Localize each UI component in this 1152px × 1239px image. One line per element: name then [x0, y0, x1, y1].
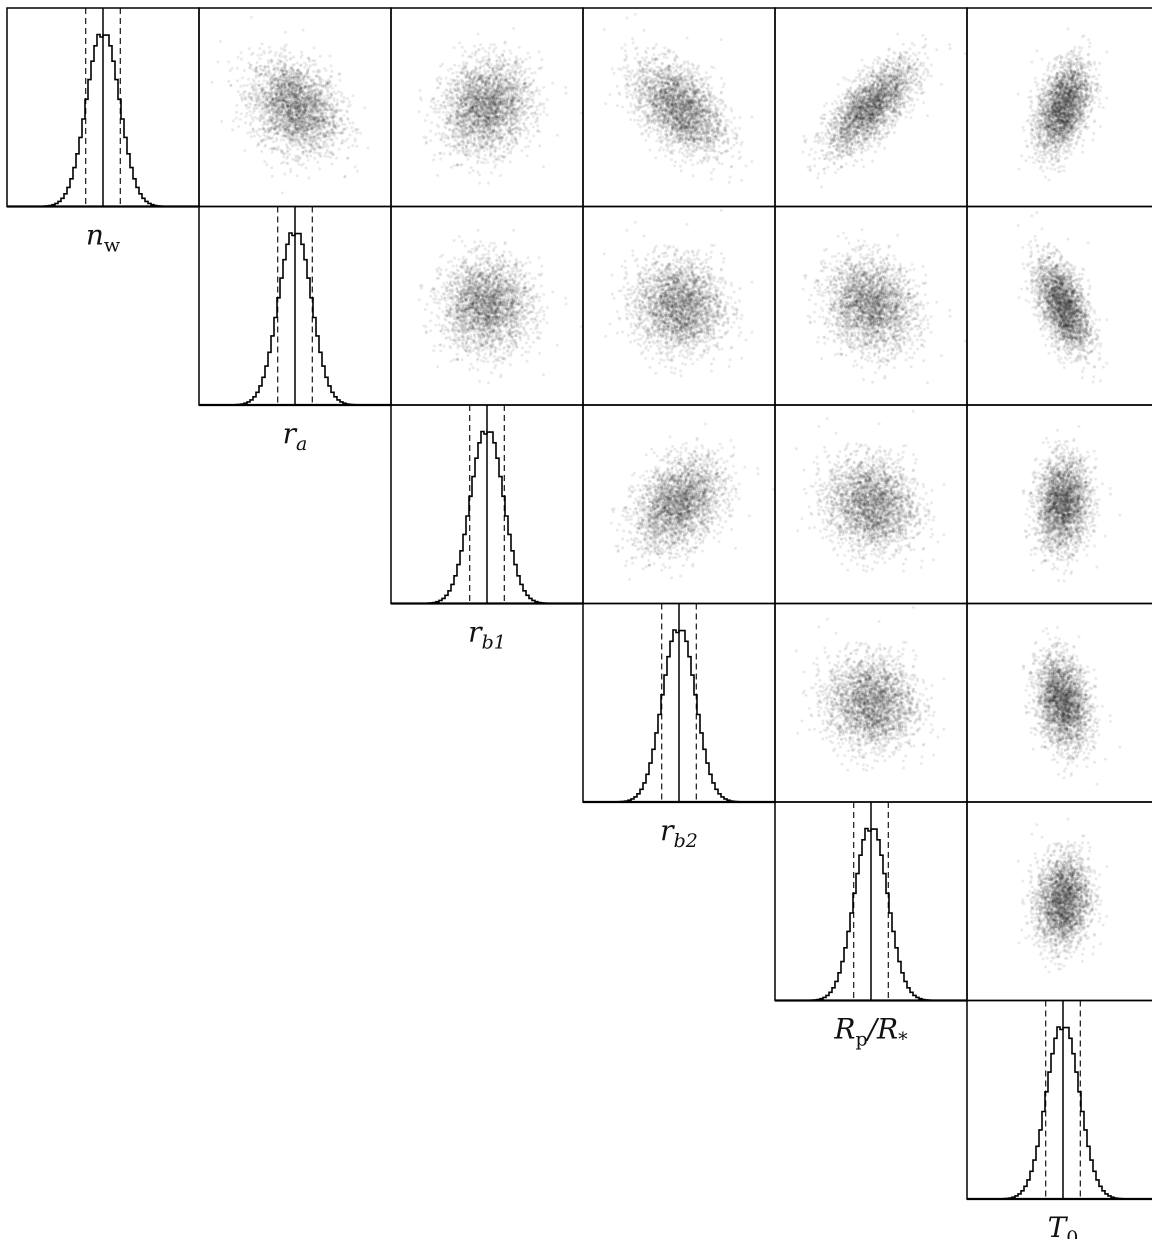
- density-points: [1016, 817, 1109, 974]
- axis-label-rb2: rb2: [660, 814, 698, 852]
- scatter-panel-rb1-rprs: [774, 404, 968, 605]
- histogram-panel-rprs: Rp/R*: [774, 801, 968, 1051]
- scatter-panel-ra-rprs: [774, 205, 968, 406]
- scatter-panel-nw-ra: [198, 7, 392, 208]
- density-points: [801, 228, 967, 385]
- density-points: [1016, 211, 1109, 384]
- density-points: [794, 409, 946, 573]
- density-points: [609, 422, 775, 581]
- axis-label-nw: nw: [86, 219, 121, 257]
- density-points: [417, 27, 583, 185]
- density-points: [1016, 27, 1109, 182]
- scatter-panel-rprs-t0: [966, 801, 1152, 1002]
- axis-label-rb1: rb1: [468, 616, 506, 654]
- histogram-step: [967, 1026, 1152, 1200]
- scatter-panel-rb2-t0: [966, 602, 1152, 803]
- scatter-panel-nw-rprs: [774, 7, 968, 208]
- scatter-panel-nw-t0: [966, 7, 1152, 208]
- scatter-panel-ra-t0: [966, 205, 1152, 406]
- histogram-panel-t0: T0: [966, 999, 1152, 1239]
- axis-label-ra: ra: [283, 417, 308, 455]
- scatter-panel-ra-rb2: [582, 205, 776, 406]
- scatter-panel-nw-rb1: [390, 7, 584, 208]
- histogram-panel-nw: nw: [6, 7, 200, 257]
- scatter-panel-rb2-rprs: [774, 602, 968, 803]
- scatter-panel-ra-rb1: [390, 205, 584, 406]
- density-points: [794, 605, 946, 772]
- density-points: [801, 32, 967, 189]
- axis-label-t0: T0: [1048, 1211, 1079, 1239]
- density-points: [602, 208, 754, 378]
- density-points: [210, 15, 370, 195]
- density-points: [1021, 425, 1122, 583]
- density-points: [417, 228, 583, 385]
- scatter-panel-rb1-t0: [966, 404, 1152, 605]
- scatter-panel-nw-rb2: [582, 7, 776, 208]
- density-points: [1021, 625, 1122, 786]
- density-points: [602, 12, 754, 184]
- scatter-panel-rb1-rb2: [582, 404, 776, 605]
- axis-label-rprs: Rp/R*: [833, 1013, 908, 1051]
- histogram-panel-ra: ra: [198, 205, 392, 455]
- histogram-panel-rb1: rb1: [390, 404, 584, 654]
- histogram-panel-rb2: rb2: [582, 602, 776, 852]
